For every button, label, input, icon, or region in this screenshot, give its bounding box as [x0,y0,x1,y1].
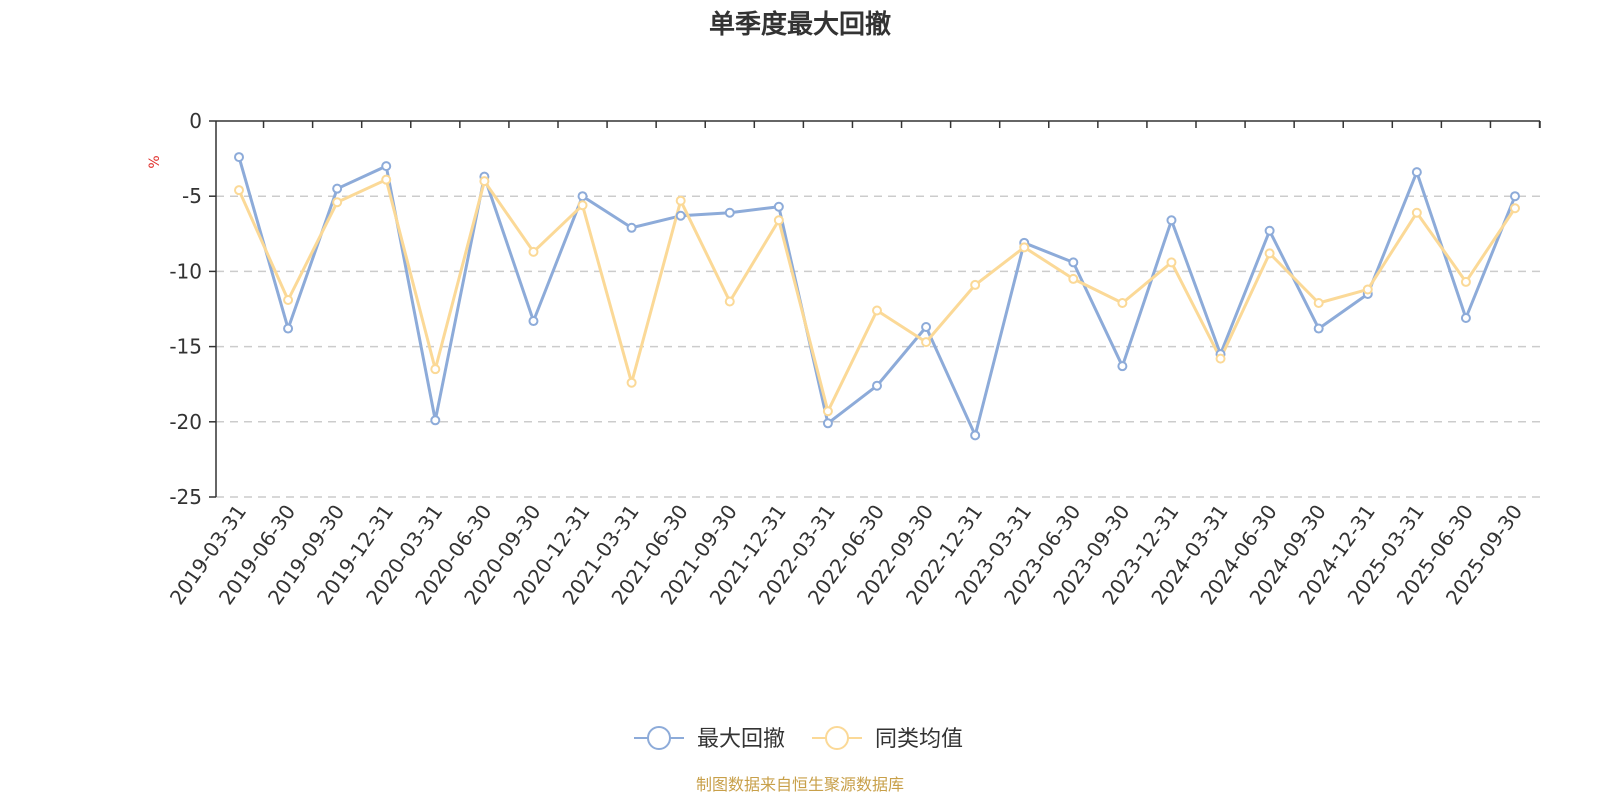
data-point [430,415,441,426]
y-axis-unit-label: % [147,155,163,168]
data-point [234,185,244,196]
data-point [921,337,932,348]
y-tick-label: -5 [182,184,202,208]
data-point [577,200,588,211]
data-point [381,174,392,185]
data-point [1510,203,1520,214]
data-source-note: 制图数据来自恒生聚源数据库 [696,775,904,794]
legend-item-peer-average[interactable]: 同类均值 [812,726,963,752]
data-point [479,176,490,187]
y-tick-label: 0 [189,109,202,133]
data-point [283,294,294,305]
data-point [528,246,539,257]
data-point [822,418,833,429]
data-point [1460,313,1471,324]
data-point [724,207,735,218]
y-tick-label: -20 [169,410,202,434]
data-point [1166,257,1177,268]
data-point [1068,257,1079,268]
data-point [1019,242,1030,253]
grid-lines [216,195,1540,498]
data-point [921,322,932,333]
data-point [332,197,343,208]
series-line-peer-average [237,178,1517,413]
data-point [970,430,981,441]
data-point [528,316,539,327]
data-point [773,201,784,212]
legend-label: 最大回撤 [697,727,785,752]
data-point [1313,323,1324,334]
legend[interactable]: 最大回撤 同类均值 [634,726,963,752]
data-point [872,380,882,391]
data-point [626,222,637,233]
data-point [1411,207,1422,218]
data-point [1215,353,1226,364]
data-point [1117,361,1128,372]
legend-circle-icon [825,726,849,750]
data-point [872,305,882,316]
legend-item-max-drawdown[interactable]: 最大回撤 [634,726,785,752]
y-tick-label: -10 [169,259,202,283]
y-tick-label: -15 [169,335,202,359]
legend-label: 同类均值 [875,727,963,752]
data-point [577,191,588,202]
data-point [1313,297,1324,308]
data-point [1264,248,1275,259]
data-point [1460,276,1471,287]
y-tick-label: -25 [169,485,202,509]
data-point [724,296,735,307]
data-point [675,210,686,221]
data-point [1166,215,1177,226]
series-lines [234,152,1520,441]
data-point [1068,273,1079,284]
chart-title: 单季度最大回撤 [709,9,891,40]
data-point [773,215,784,226]
data-point [234,152,244,163]
data-point [1411,167,1422,178]
data-point [970,279,981,290]
data-point [1264,225,1275,236]
data-point [1510,191,1520,202]
data-point [283,323,294,334]
data-point [626,377,637,388]
data-point [381,161,392,172]
data-point [675,195,686,206]
series-line-max-drawdown [237,156,1517,437]
data-point [1362,284,1373,295]
data-point [430,364,441,375]
legend-circle-icon [647,726,671,750]
data-point [822,406,833,417]
data-point [1117,297,1128,308]
data-point [332,183,343,194]
